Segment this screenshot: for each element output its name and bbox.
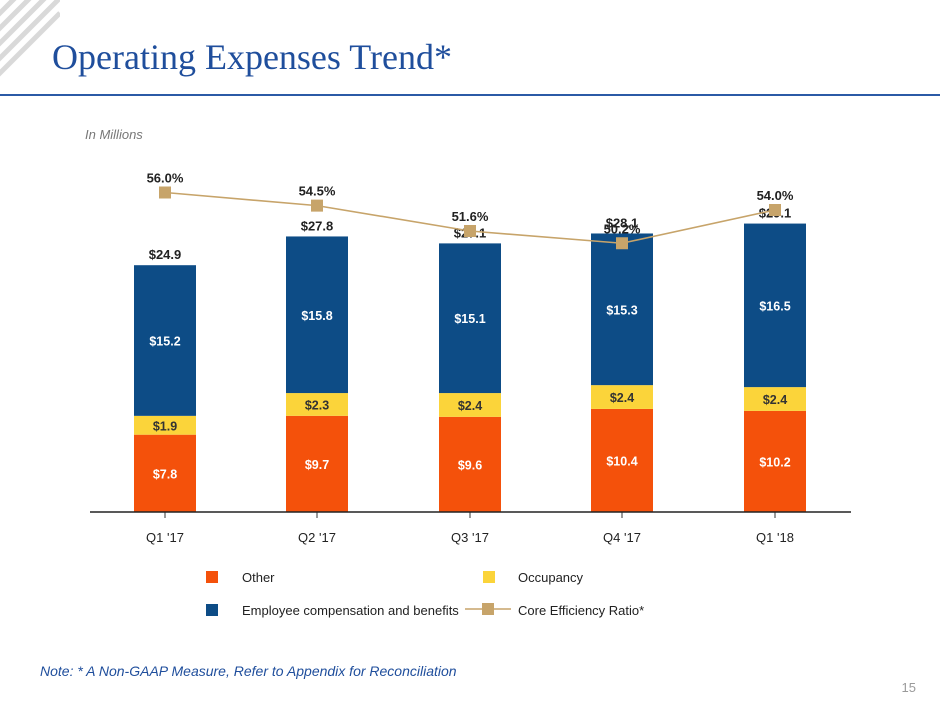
legend-label-occupancy: Occupancy xyxy=(518,570,584,585)
page-title: Operating Expenses Trend* xyxy=(52,37,452,77)
x-tick-label: Q4 '17 xyxy=(603,530,641,545)
legend-swatch-other xyxy=(206,571,218,583)
ratio-marker xyxy=(464,225,476,237)
ratio-marker xyxy=(311,199,323,212)
bar-segment-other xyxy=(744,410,806,512)
data-label-employee: $15.2 xyxy=(149,335,180,349)
bar-segment-employee xyxy=(134,265,196,416)
bar-segment-other xyxy=(439,416,501,512)
legend-label-other: Other xyxy=(242,570,275,585)
x-tick-label: Q1 '17 xyxy=(146,530,184,545)
ratio-marker xyxy=(159,186,171,199)
data-label-occupancy: $2.4 xyxy=(763,393,787,407)
data-label-other: $9.6 xyxy=(458,458,482,472)
ratio-label: 54.5% xyxy=(299,184,336,199)
ratio-label: 56.0% xyxy=(147,171,184,186)
bar-segment-employee xyxy=(744,223,806,388)
x-tick-label: Q2 '17 xyxy=(298,530,336,545)
x-tick-label: Q3 '17 xyxy=(451,530,489,545)
logo-stripes xyxy=(0,0,60,77)
ratio-marker xyxy=(769,204,781,216)
units-label: In Millions xyxy=(85,127,143,142)
bar-segment-employee xyxy=(591,233,653,386)
expenses-chart: $7.8 $1.9 $15.2 $24.9 Q1 '17 $9.7 $2.3 $15.8 $27… xyxy=(90,171,851,545)
data-label-occupancy: $2.4 xyxy=(458,399,482,413)
data-label-other: $7.8 xyxy=(153,467,177,481)
total-label: $28.1 xyxy=(606,215,639,230)
legend-label-employee: Employee compensation and benefits xyxy=(242,603,459,618)
bar-segment-occupancy xyxy=(286,393,348,416)
total-label: $24.9 xyxy=(149,247,182,262)
bar-segment-occupancy xyxy=(134,415,196,435)
data-label-other: $9.7 xyxy=(305,458,329,472)
bar-segment-occupancy xyxy=(744,387,806,411)
bar-segment-occupancy xyxy=(439,393,501,417)
ratio-label: 51.6% xyxy=(452,209,489,224)
data-label-other: $10.4 xyxy=(606,454,637,468)
data-label-employee: $15.1 xyxy=(454,312,485,326)
ratio-label: 50.2% xyxy=(604,221,641,236)
data-label-occupancy: $1.9 xyxy=(153,419,177,433)
bar-segment-other xyxy=(591,408,653,512)
bar-segment-occupancy xyxy=(591,385,653,409)
data-label-employee: $15.8 xyxy=(301,309,332,323)
title-divider xyxy=(0,94,940,96)
data-label-occupancy: $2.3 xyxy=(305,398,329,412)
legend-swatch-ratio xyxy=(465,603,511,615)
data-label-employee: $15.3 xyxy=(606,303,637,317)
ratio-marker xyxy=(616,237,628,250)
total-label: $27.8 xyxy=(301,218,334,233)
legend-swatch-occupancy xyxy=(483,571,495,583)
ratio-label: 54.0% xyxy=(757,188,794,203)
legend-label-ratio: Core Efficiency Ratio* xyxy=(518,603,645,618)
data-label-employee: $16.5 xyxy=(759,299,790,313)
bar-segment-employee xyxy=(439,243,501,394)
x-tick-label: Q1 '18 xyxy=(756,530,794,545)
bar-segment-employee xyxy=(286,236,348,394)
page-number: 15 xyxy=(901,680,916,695)
data-label-other: $10.2 xyxy=(759,455,790,469)
footnote: Note: * A Non-GAAP Measure, Refer to App… xyxy=(40,663,457,679)
bar-segment-other xyxy=(286,415,348,512)
bar-segment-other xyxy=(134,434,196,512)
data-label-occupancy: $2.4 xyxy=(610,391,634,405)
legend-swatch-employee xyxy=(206,604,218,616)
